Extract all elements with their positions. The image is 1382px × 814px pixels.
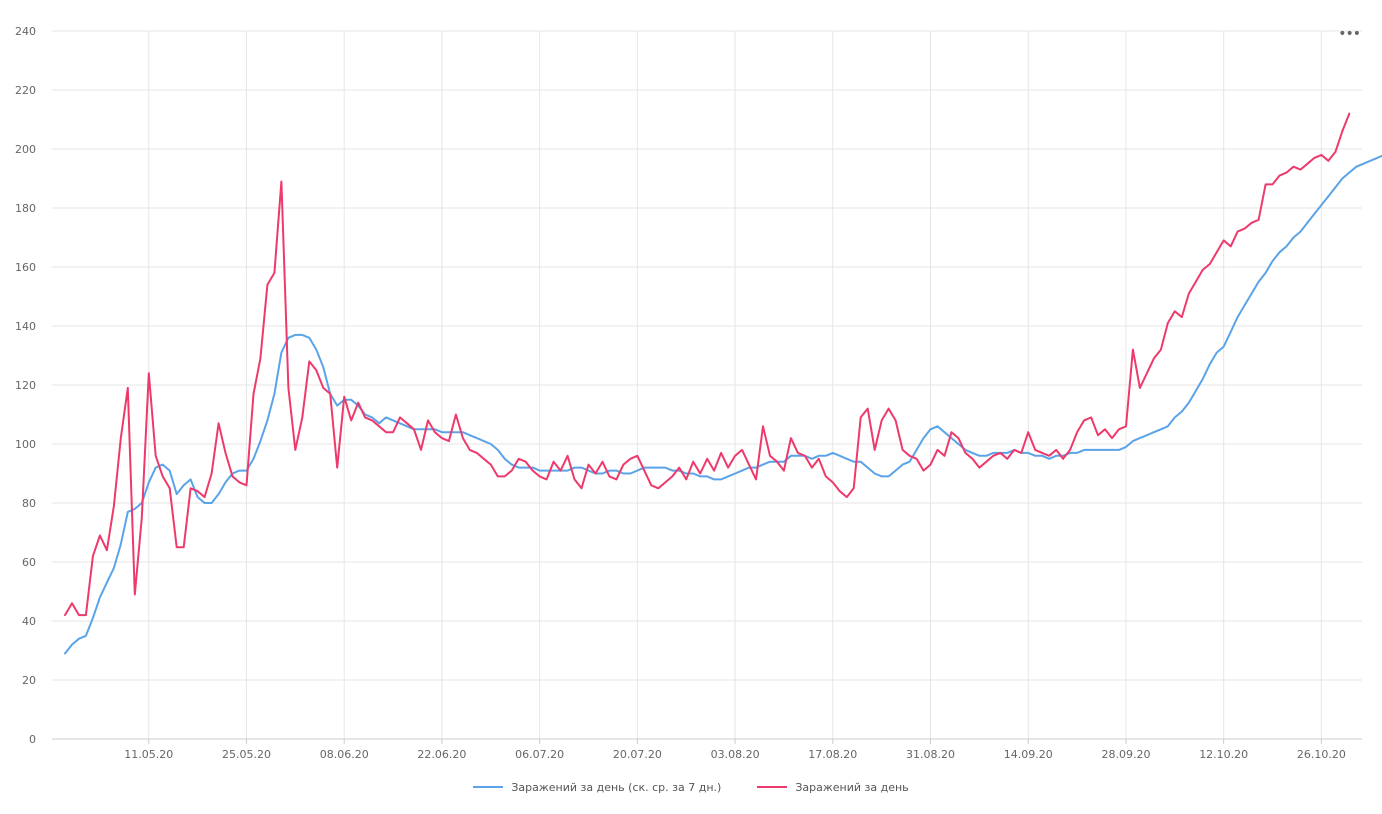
legend-label-avg: Заражений за день (ск. ср. за 7 дн.) (511, 780, 722, 794)
y-tick-label: 0 (29, 733, 36, 746)
x-tick-label: 25.05.20 (222, 748, 271, 761)
x-tick-label: 22.06.20 (417, 748, 466, 761)
x-tick-label: 28.09.20 (1101, 748, 1150, 761)
series (64, 112, 1382, 655)
more-dots-icon: ••• (1338, 26, 1361, 42)
y-axis: 0 20 40 60 80 100 120 140 160 180 200 220 240 (15, 25, 36, 746)
y-tick-label: 40 (22, 615, 36, 628)
y-tick-label: 120 (15, 379, 36, 392)
x-tick-label: 17.08.20 (808, 748, 857, 761)
series-line-daily[interactable] (64, 112, 1351, 617)
x-tick-label: 11.05.20 (124, 748, 173, 761)
y-tick-label: 20 (22, 674, 36, 687)
legend-item-daily[interactable]: Заражений за день (757, 780, 909, 794)
y-tick-label: 200 (15, 143, 36, 156)
legend-label-daily: Заражений за день (795, 780, 909, 794)
legend-swatch-avg (473, 786, 504, 788)
legend-item-avg[interactable]: Заражений за день (ск. ср. за 7 дн.) (473, 781, 721, 794)
x-tick-label: 12.10.20 (1199, 748, 1248, 761)
y-tick-label: 60 (22, 556, 36, 569)
y-tick-label: 160 (15, 261, 36, 274)
x-tick-label: 26.10.20 (1297, 748, 1346, 761)
x-tick-label: 08.06.20 (320, 748, 369, 761)
y-tick-label: 100 (15, 438, 36, 451)
grid (52, 30, 1362, 740)
y-tick-label: 180 (15, 202, 36, 215)
x-tick-label: 20.07.20 (613, 748, 662, 761)
x-tick-label: 06.07.20 (515, 748, 564, 761)
chart-menu-button[interactable]: ••• (1338, 24, 1361, 44)
y-tick-label: 140 (15, 320, 36, 333)
legend: Заражений за день (ск. ср. за 7 дн.) Зар… (0, 778, 1382, 796)
legend-swatch-daily (757, 786, 788, 788)
x-axis: 11.05.20 25.05.20 08.06.20 22.06.20 06.07.20… (52, 738, 1362, 761)
series-line-avg[interactable] (64, 149, 1382, 655)
y-tick-label: 220 (15, 84, 36, 97)
y-tick-label: 240 (15, 25, 36, 38)
x-tick-label: 03.08.20 (711, 748, 760, 761)
x-tick-label: 14.09.20 (1004, 748, 1053, 761)
x-tick-label: 31.08.20 (906, 748, 955, 761)
y-tick-label: 80 (22, 497, 36, 510)
